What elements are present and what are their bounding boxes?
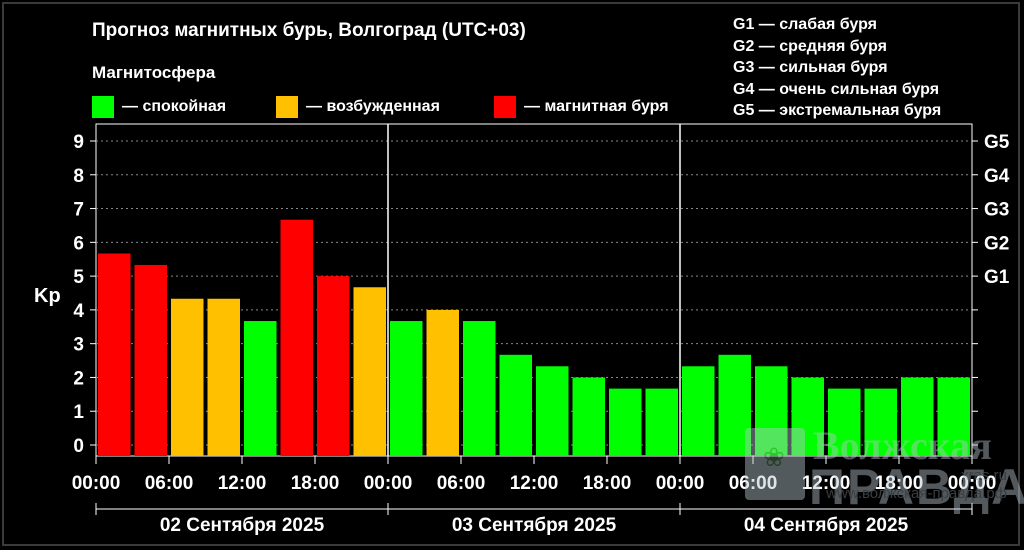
- bar-calm: [463, 321, 496, 456]
- legend-label-storm: — магнитная буря: [524, 98, 669, 115]
- bar-storm: [98, 253, 131, 456]
- g-tick-label: G4: [984, 166, 1010, 187]
- g-scale-legend: G1 — слабая буря G2 — средняя буря G3 — …: [733, 14, 941, 122]
- watermark-site2: www.волжская-правда.рф: [826, 485, 1007, 502]
- x-tick-label: 00:00: [364, 473, 413, 494]
- y-tick-label: 8: [73, 166, 84, 187]
- x-tick-label: 18:00: [291, 473, 340, 494]
- y-tick-label: 4: [73, 301, 84, 322]
- emblem-icon: ❀: [763, 442, 785, 472]
- x-tick-label: 18:00: [875, 473, 924, 494]
- legend-item-storm: — магнитная буря: [494, 96, 669, 118]
- x-tick-label: 12:00: [510, 473, 559, 494]
- watermark-site1: xras.ru: [961, 467, 1007, 484]
- bar-excited: [171, 298, 204, 456]
- bar-calm: [937, 377, 970, 456]
- bar-storm: [317, 276, 350, 456]
- x-tick-label: 12:00: [218, 473, 267, 494]
- x-tick-label: 06:00: [729, 473, 778, 494]
- x-tick-label: 06:00: [145, 473, 194, 494]
- bar-storm: [280, 219, 313, 456]
- watermark: ❀ Волжская ПРАВДА xras.ru www.волжская-п…: [745, 423, 1024, 515]
- g-tick-label: G2: [984, 233, 1009, 254]
- g-tick-label: G5: [984, 132, 1010, 153]
- x-tick-label: 00:00: [656, 473, 705, 494]
- bar-calm: [755, 366, 788, 456]
- y-tick-label: 7: [73, 200, 84, 221]
- day-label: 04 Сентября 2025: [744, 515, 909, 536]
- y-tick-label: 1: [73, 402, 84, 423]
- bar-excited: [207, 298, 240, 456]
- x-tick-label: 12:00: [802, 473, 851, 494]
- bar-calm: [390, 321, 423, 456]
- y-tick-label: 0: [73, 436, 84, 457]
- bar-calm: [682, 366, 715, 456]
- y-tick-label: 5: [73, 267, 84, 288]
- bar-calm: [536, 366, 569, 456]
- bar-calm: [572, 377, 605, 456]
- x-tick-label: 00:00: [948, 473, 997, 494]
- x-tick-label: 00:00: [72, 473, 121, 494]
- bar-calm: [791, 377, 824, 456]
- chart-title: Прогноз магнитных бурь, Волгоград (UTC+0…: [92, 20, 526, 41]
- legend-item-calm: — спокойная: [92, 96, 226, 118]
- legend-swatch-storm: [494, 96, 516, 118]
- day-label: 02 Сентября 2025: [160, 515, 325, 536]
- bar-calm: [864, 388, 897, 456]
- watermark-line2: ПРАВДА: [809, 459, 1024, 515]
- legend-label-calm: — спокойная: [122, 98, 227, 115]
- bar-calm: [609, 388, 642, 456]
- bar-calm: [718, 354, 751, 456]
- day-label: 03 Сентября 2025: [452, 515, 617, 536]
- bar-calm: [901, 377, 934, 456]
- y-tick-label: 6: [73, 233, 84, 254]
- bar-storm: [134, 264, 167, 456]
- legend-subtitle: Магнитосфера: [92, 63, 216, 82]
- g-legend-g3: G3 — сильная буря: [733, 59, 888, 76]
- g-legend-g5: G5 — экстремальная буря: [733, 102, 942, 119]
- legend-swatch-excited: [276, 96, 298, 118]
- g-legend-g4: G4 — очень сильная буря: [733, 80, 940, 98]
- g-tick-label: G1: [984, 267, 1010, 288]
- bar-excited: [426, 309, 459, 456]
- legend-swatch-calm: [92, 96, 114, 118]
- bar-calm: [499, 354, 532, 456]
- legend-item-excited: — возбужденная: [276, 96, 440, 118]
- watermark-line1: Волжская: [813, 423, 992, 468]
- x-tick-label: 18:00: [583, 473, 632, 494]
- y-tick-label: 9: [73, 132, 84, 153]
- bar-calm: [828, 388, 861, 456]
- y-axis-label: Kp: [34, 285, 61, 307]
- legend-label-excited: — возбужденная: [306, 98, 440, 115]
- y-tick-label: 3: [73, 335, 84, 356]
- g-legend-g2: G2 — средняя буря: [733, 37, 887, 55]
- g-tick-label: G3: [984, 200, 1009, 221]
- bar-calm: [244, 321, 277, 456]
- g-legend-g1: G1 — слабая буря: [733, 16, 878, 33]
- y-tick-label: 2: [73, 368, 84, 389]
- bar-excited: [353, 287, 386, 456]
- x-tick-label: 06:00: [437, 473, 486, 494]
- bar-calm: [645, 388, 678, 456]
- watermark-emblem: ❀: [745, 428, 805, 500]
